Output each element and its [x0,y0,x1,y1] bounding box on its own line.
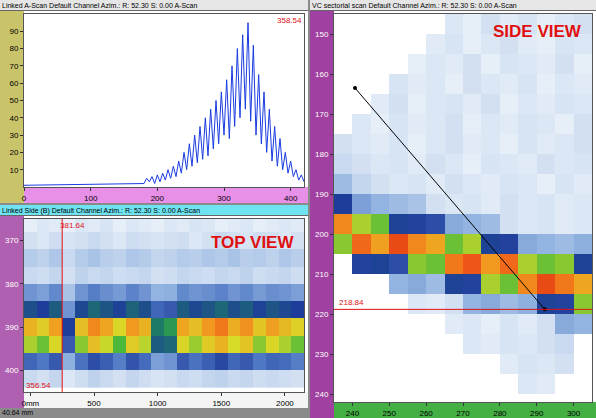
svg-text:TOP VIEW: TOP VIEW [211,233,294,252]
svg-text:SIDE VIEW: SIDE VIEW [493,22,582,41]
svg-text:300: 300 [567,409,581,418]
svg-text:250: 250 [383,409,397,418]
svg-text:100: 100 [84,194,98,203]
svg-text:270: 270 [456,409,470,418]
svg-text:390: 390 [5,323,19,332]
svg-text:218.84: 218.84 [339,298,364,307]
svg-text:380: 380 [5,280,19,289]
svg-text:220: 220 [315,310,329,319]
svg-text:40: 40 [9,114,18,123]
svg-text:500: 500 [87,399,101,408]
svg-text:240: 240 [346,409,360,418]
svg-text:0: 0 [22,194,27,203]
svg-text:150: 150 [315,30,329,39]
svg-text:260: 260 [419,409,433,418]
svg-text:400: 400 [5,366,19,375]
svg-text:230: 230 [315,350,329,359]
svg-text:10: 10 [9,166,18,175]
svg-text:170: 170 [315,110,329,119]
svg-text:1000: 1000 [149,399,167,408]
html-text:40.64 mm: 40.64 mm [2,409,34,416]
svg-text:210: 210 [315,270,329,279]
svg-text:240: 240 [315,390,329,399]
svg-text:200: 200 [151,194,165,203]
svg-text:30: 30 [9,131,18,140]
svg-text:20: 20 [9,148,18,157]
svg-text:290: 290 [530,409,544,418]
svg-text:370: 370 [5,236,19,245]
svg-text:80: 80 [9,44,18,53]
svg-text:300: 300 [217,194,231,203]
html-text:VC sectorial scan Default Chan: VC sectorial scan Default Channel Azim.:… [312,2,517,9]
svg-text:2000: 2000 [276,399,294,408]
html-text:Linked Side (B) Default Channe: Linked Side (B) Default Channel Azim.: R… [2,207,201,214]
svg-text:400: 400 [284,194,298,203]
html-text:Linked A-Scan Default Channel: Linked A-Scan Default Channel Azim.: R: … [2,2,198,9]
svg-text:358.54: 358.54 [277,16,302,25]
svg-text:190: 190 [315,190,329,199]
svg-text:0mm: 0mm [21,399,39,408]
svg-text:70: 70 [9,62,18,71]
svg-text:200: 200 [315,230,329,239]
svg-text:1500: 1500 [212,399,230,408]
svg-text:90: 90 [9,27,18,36]
svg-text:180: 180 [315,150,329,159]
svg-text:356.54: 356.54 [26,381,51,390]
svg-text:160: 160 [315,70,329,79]
svg-text:381.64: 381.64 [60,221,85,230]
svg-text:60: 60 [9,79,18,88]
svg-text:50: 50 [9,96,18,105]
svg-text:280: 280 [493,409,507,418]
